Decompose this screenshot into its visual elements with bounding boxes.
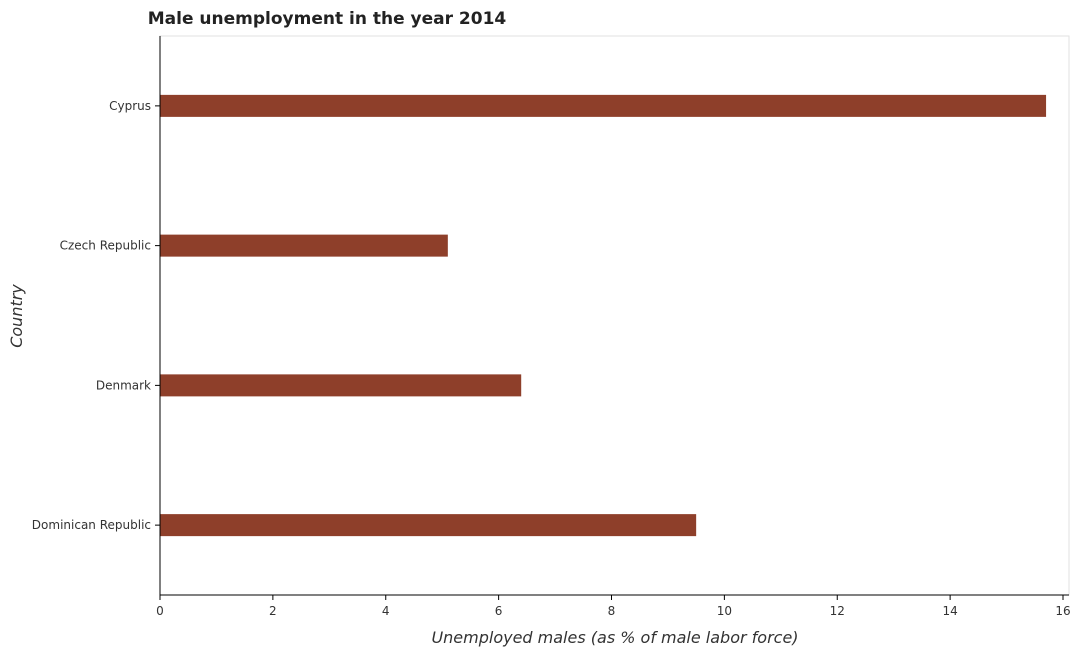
x-tick-label: 14 (942, 604, 957, 618)
y-tick-label: Czech Republic (60, 239, 151, 253)
x-tick-label: 4 (382, 604, 390, 618)
x-tick-label: 0 (156, 604, 164, 618)
bar-denmark (160, 374, 522, 397)
bars-layer (160, 94, 1047, 537)
y-tick-label: Denmark (96, 378, 151, 392)
x-tick-label: 16 (1055, 604, 1070, 618)
y-tick-label: Dominican Republic (32, 518, 151, 532)
x-tick-label: 6 (495, 604, 503, 618)
axes-layer: Cyprus Czech Republic Denmark Dominican Rep… (32, 36, 1071, 618)
x-tick-label: 12 (830, 604, 845, 618)
bar-dominican-republic (160, 514, 697, 537)
chart-title: Male unemployment in the year 2014 (148, 9, 507, 29)
bar-cyprus (160, 94, 1047, 117)
x-axis-label: Unemployed males (as % of male labor for… (431, 628, 798, 647)
x-tick-label: 10 (717, 604, 732, 618)
bar-czech-republic (160, 234, 448, 257)
x-tick-label: 2 (269, 604, 277, 618)
x-tick-label: 8 (608, 604, 616, 618)
y-tick-label: Cyprus (109, 99, 151, 113)
plot-frame (159, 35, 1070, 596)
y-axis-label: Country (7, 284, 26, 348)
